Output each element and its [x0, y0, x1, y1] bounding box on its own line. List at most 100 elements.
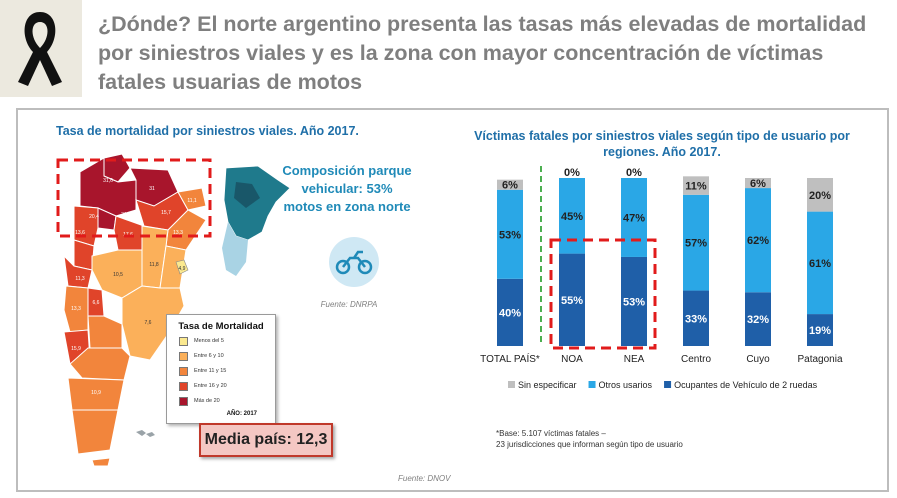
chart-legend-label: Ocupantes de Vehículo de 2 ruedas — [674, 380, 818, 390]
legend-item: Entre 6 y 10 — [179, 350, 275, 362]
map-title: Tasa de mortalidad por siniestros viales… — [56, 124, 359, 138]
composition-source: Fuente: DNRPA — [320, 300, 378, 309]
map-label: 10,9 — [91, 390, 101, 396]
data-label: 53% — [623, 296, 645, 308]
legend-item: Entre 16 y 20 — [179, 380, 275, 392]
data-label: 32% — [747, 314, 769, 326]
footnote: *Base: 5.107 víctimas fatales – 23 juris… — [496, 428, 683, 450]
map-label: 15,9 — [71, 346, 81, 352]
bar-segment — [497, 179, 523, 190]
map-label: 10,5 — [113, 272, 123, 278]
category-label: NOA — [561, 354, 583, 365]
vehicle-map — [222, 165, 291, 276]
chart-legend-label: Sin especificar — [518, 380, 577, 390]
data-label: 40% — [499, 307, 521, 319]
map-label: 31 — [149, 186, 155, 192]
legend-swatch — [179, 396, 188, 406]
category-label: Centro — [681, 354, 711, 365]
bar-segment — [807, 314, 833, 346]
north-zone-highlight — [56, 158, 212, 238]
vehicle-composition-text: Composición parque vehicular: 53% motos … — [282, 163, 412, 214]
motorcycle-icon — [329, 237, 379, 287]
category-label: Patagonia — [797, 354, 842, 365]
chart-legend-label: Otros usarios — [599, 380, 653, 390]
legend-label: Entre 6 y 10 — [194, 353, 224, 359]
bar-segment — [745, 292, 771, 346]
bar-segment — [807, 178, 833, 212]
bar-segment — [559, 253, 585, 346]
chart-title: Víctimas fatales por siniestros viales s… — [474, 129, 850, 159]
map-label: 11,3 — [75, 276, 85, 282]
stacked-bar-chart: 40% 53% 6% TOTAL PAÍS* 55% 45% 0% NOA 53% 47% 0% NE… — [480, 166, 843, 390]
islands-shape — [136, 430, 155, 437]
province-caba — [175, 259, 189, 275]
map-label: 31,6 — [103, 178, 113, 184]
map-source: Fuente: DNOV — [398, 474, 451, 483]
legend-title: Tasa de Mortalidad — [178, 321, 264, 332]
province-santacruz — [71, 409, 119, 455]
legend-item: Entre 11 y 15 — [179, 365, 275, 377]
bar-segment — [683, 194, 709, 291]
bar-segment — [807, 211, 833, 315]
data-label: 45% — [561, 211, 583, 223]
chart-legend-swatch — [664, 381, 672, 388]
category-label: Cuyo — [746, 354, 770, 365]
footnote-line-1: *Base: 5.107 víctimas fatales – — [496, 429, 606, 438]
province-misiones — [177, 187, 207, 211]
province-tierradelfuego — [91, 457, 111, 467]
bar-segment — [745, 178, 771, 189]
data-label: 62% — [747, 235, 769, 247]
map-label: 13,3 — [71, 306, 81, 312]
data-label: 6% — [750, 178, 766, 190]
province-lapampa — [87, 315, 123, 349]
data-label: 57% — [685, 238, 707, 250]
data-label: 11% — [685, 181, 707, 193]
legend-swatch — [179, 336, 188, 346]
chart-legend-swatch — [588, 381, 596, 388]
bar-segment — [745, 188, 771, 293]
mortality-legend: Tasa de Mortalidad Menos del 5 Entre 6 y … — [166, 314, 276, 424]
noa-nea-highlight — [549, 238, 657, 350]
map-label: 13,3 — [173, 230, 183, 236]
legend-label: Más de 20 — [194, 398, 220, 404]
map-label: 31,6 — [121, 212, 131, 218]
black-ribbon-icon — [18, 12, 62, 86]
category-label: NEA — [624, 354, 645, 365]
legend-swatch — [179, 351, 188, 361]
data-label: 55% — [561, 295, 583, 307]
data-label: 20% — [809, 190, 831, 202]
bar-segment — [497, 278, 523, 346]
data-label: 47% — [623, 212, 645, 224]
map-label: 11,8 — [149, 262, 159, 268]
legend-swatch — [179, 381, 188, 391]
legend-year: AÑO: 2017 — [226, 411, 257, 417]
map-label: 7,6 — [145, 320, 152, 326]
data-label: 61% — [809, 258, 831, 270]
bar-segment — [621, 256, 647, 346]
data-label: 0% — [564, 167, 580, 179]
data-label: 19% — [809, 325, 831, 337]
legend-swatch — [179, 366, 188, 376]
data-label: 6% — [502, 180, 518, 192]
map-label: 6,6 — [93, 300, 100, 306]
bar-segment — [621, 178, 647, 257]
legend-item: Menos del 5 — [179, 335, 275, 347]
footnote-line-2: 23 jurisdicciones que informan según tip… — [496, 440, 683, 449]
mourning-ribbon-box — [0, 0, 82, 97]
map-label: 13,6 — [75, 230, 85, 236]
national-average-badge: Media país: 12,3 — [199, 423, 333, 457]
legend-label: Entre 11 y 15 — [194, 368, 227, 374]
category-label: TOTAL PAÍS* — [480, 352, 540, 365]
legend-label: Entre 16 y 20 — [194, 383, 227, 389]
bar-segment — [683, 290, 709, 346]
bar-segment — [497, 189, 523, 279]
legend-item: Más de 20 — [179, 395, 275, 407]
province-sanjuan — [63, 254, 93, 289]
data-label: 33% — [685, 313, 707, 325]
data-label: 0% — [626, 167, 642, 179]
legend-label: Menos del 5 — [194, 338, 224, 344]
chart-legend-swatch — [508, 381, 515, 388]
page-title: ¿Dónde? El norte argentino presenta las … — [98, 12, 867, 94]
data-label: 53% — [499, 229, 521, 241]
content-panel: Tasa de mortalidad por siniestros viales… — [16, 108, 889, 492]
